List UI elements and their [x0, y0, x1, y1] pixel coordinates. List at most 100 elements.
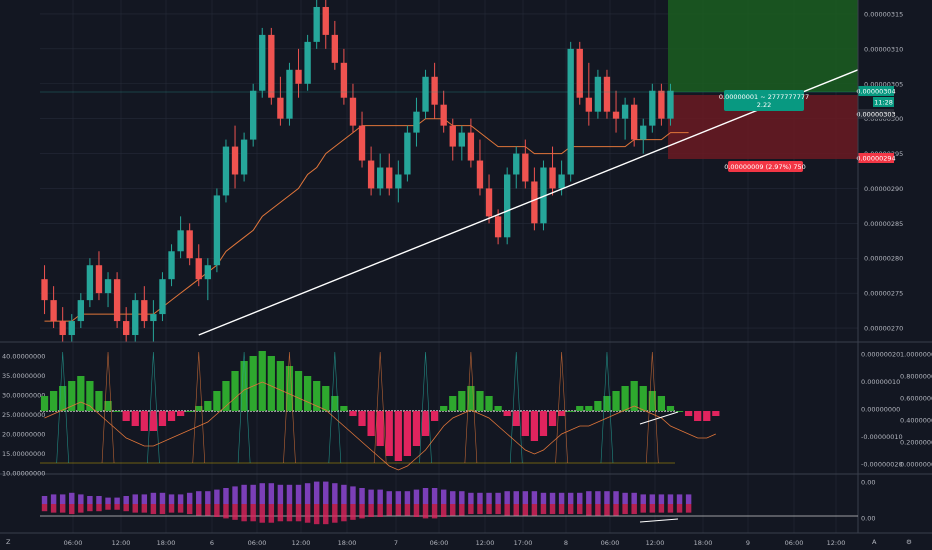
current-price-text: 0.00000304 — [856, 88, 895, 96]
third-pane-bar-up — [295, 484, 302, 504]
candle — [240, 132, 248, 182]
candle — [603, 69, 611, 119]
macd-bar — [240, 361, 248, 411]
time-tick-label: 06:00 — [430, 539, 449, 547]
third-pane[interactable]: 0.00 0.00 — [40, 479, 875, 525]
indicator-pane[interactable]: 40.00000000 35.00000000 30.00000000 25.0000… — [2, 351, 932, 478]
macd-bar — [521, 411, 529, 436]
indicator-right-label-b: 0.00000000 — [900, 461, 932, 469]
time-tick-label: 18:00 — [338, 539, 357, 547]
settings-icon[interactable]: ⚙ — [906, 538, 912, 546]
candle-body — [268, 34, 275, 98]
third-pane-bar-up — [350, 486, 356, 504]
third-pane-bar-up — [667, 494, 674, 504]
indicator-right-label-a: -0.00000020 — [861, 461, 903, 469]
third-pane-bar-up — [540, 492, 547, 504]
price-tick-label: 0.00000310 — [864, 45, 903, 53]
stop-price-text: 0.00000294 — [856, 155, 895, 163]
indicator-left-label: 25.00000000 — [2, 411, 45, 419]
time-axis[interactable]: 06:00 12:00 18:00 6 06:00 12:00 18:00 7 06:00 12:… — [64, 539, 846, 547]
zoom-icon[interactable]: Z — [6, 538, 11, 546]
third-pane-bar-up — [250, 484, 256, 504]
profit-zone[interactable] — [668, 0, 858, 92]
candle-body — [349, 97, 357, 126]
ascending-trendline[interactable] — [198, 69, 859, 336]
third-pane-bar-down — [141, 504, 148, 513]
price-tick-label: 0.00000285 — [864, 220, 903, 228]
stop-label-text: 0.00000009 (2.97%) 750 — [724, 163, 806, 171]
macd-bar — [530, 411, 539, 441]
third-pane-bar-down — [223, 504, 229, 519]
third-pane-bar-down — [69, 504, 75, 515]
third-pane-bar-down — [277, 504, 284, 522]
third-pane-bar-down — [522, 504, 529, 516]
candle — [485, 174, 493, 224]
third-pane-trendline[interactable] — [639, 518, 679, 523]
price-axis[interactable]: 0.00000315 0.00000310 0.00000305 0.00000300… — [864, 10, 903, 332]
third-pane-bar-up — [277, 484, 284, 504]
candle-body — [123, 321, 130, 336]
third-pane-label: 0.00 — [861, 515, 875, 523]
grid-layer — [40, 0, 858, 533]
macd-bar — [376, 411, 384, 446]
macd-bar — [440, 406, 448, 411]
third-pane-bar-up — [223, 488, 229, 504]
indicator-right-label-a: 0.00000010 — [861, 378, 900, 386]
third-pane-bar-up — [78, 494, 84, 504]
candle — [531, 167, 538, 231]
third-pane-bar-up — [649, 494, 656, 504]
indicator-right-label-b: 1.00000000 — [900, 351, 932, 359]
macd-bar — [630, 381, 638, 411]
third-pane-bar-down — [468, 504, 474, 515]
candle — [513, 146, 520, 189]
indicator-trendline[interactable] — [639, 411, 679, 425]
candle-body — [204, 265, 211, 280]
third-pane-bar-up — [567, 492, 574, 504]
third-pane-bar-up — [631, 492, 637, 504]
macd-bar — [367, 411, 375, 436]
third-pane-bar-down — [395, 504, 402, 516]
time-tick-label: 18:00 — [694, 539, 713, 547]
candle-body — [395, 174, 402, 189]
candle-body — [240, 139, 248, 175]
third-pane-bar-down — [168, 504, 175, 513]
third-pane-bar-down — [640, 504, 646, 513]
candle-body — [68, 321, 75, 336]
candle — [104, 272, 112, 308]
entry-price-box — [858, 109, 894, 119]
macd-bar — [222, 381, 230, 411]
candle — [340, 48, 348, 105]
candle-body — [404, 132, 411, 175]
candle — [177, 216, 184, 259]
candle — [277, 76, 284, 126]
candle — [458, 125, 465, 161]
third-pane-bar-down — [404, 504, 411, 516]
macd-bar — [104, 401, 112, 411]
candle-body — [386, 167, 393, 189]
macd-bar — [176, 411, 185, 416]
third-pane-bar-down — [232, 504, 238, 520]
candle-body — [331, 34, 338, 63]
third-pane-bar-down — [413, 504, 420, 517]
macd-bar — [149, 411, 158, 431]
candle — [549, 146, 556, 196]
third-pane-bar-up — [259, 483, 265, 504]
candle-body — [195, 258, 202, 280]
third-pane-bar-up — [241, 484, 247, 504]
third-pane-bar-down — [450, 504, 456, 516]
oscillator-spike — [56, 351, 69, 464]
candle-body — [231, 146, 239, 175]
trendline-layer[interactable] — [198, 69, 859, 336]
third-pane-bar-up — [640, 494, 646, 504]
bottom-corner-icons[interactable]: Z A ⚙ — [6, 538, 912, 546]
candle — [195, 244, 202, 287]
third-pane-bar-down — [658, 504, 665, 513]
auto-scale-icon[interactable]: A — [872, 538, 877, 546]
third-pane-bar-down — [250, 504, 256, 522]
candle-body — [250, 90, 257, 140]
third-pane-bar-down — [631, 504, 637, 515]
third-pane-bar-down — [549, 504, 556, 515]
third-pane-bar-down — [313, 504, 320, 525]
